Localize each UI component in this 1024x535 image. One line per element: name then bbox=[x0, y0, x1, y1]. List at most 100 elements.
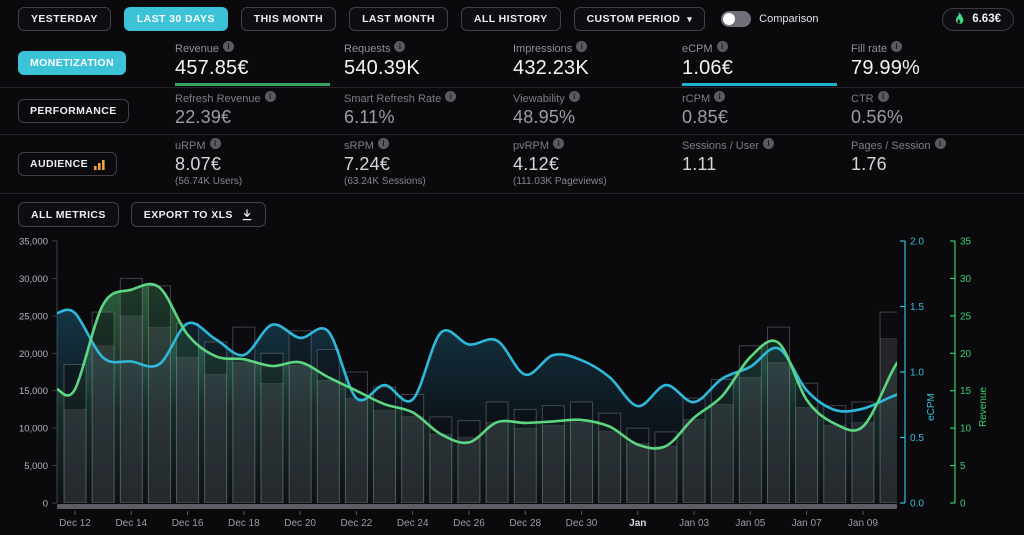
metric-label: Requests bbox=[344, 43, 391, 55]
impressions-bar bbox=[542, 424, 565, 503]
tab-audience[interactable]: AUDIENCE bbox=[18, 152, 118, 176]
info-icon[interactable]: i bbox=[209, 138, 221, 149]
revenue-line bbox=[57, 282, 897, 450]
svg-text:Dec 28: Dec 28 bbox=[509, 518, 541, 529]
impressions-bar bbox=[148, 326, 171, 503]
metric-rcpm[interactable]: rCPM i 0.85€ bbox=[682, 88, 851, 134]
info-icon[interactable]: i bbox=[553, 138, 565, 149]
comparison-toggle-group: Comparison bbox=[721, 11, 818, 27]
period-yesterday[interactable]: YESTERDAY bbox=[18, 7, 111, 31]
requests-bar bbox=[119, 277, 143, 503]
period-this-month[interactable]: THIS MONTH bbox=[240, 7, 337, 31]
info-icon[interactable]: i bbox=[264, 91, 276, 102]
metric-ctr[interactable]: CTR i 0.56% bbox=[851, 88, 1020, 134]
section-button-cell: PERFORMANCE bbox=[18, 99, 175, 123]
performance-row: PERFORMANCE Refresh Revenue i 22.39€ Smar… bbox=[0, 88, 1024, 135]
metric-pvrpm[interactable]: pvRPM i 4.12€ (111.03K Pageviews) bbox=[513, 135, 682, 193]
requests-bar bbox=[288, 330, 312, 503]
metric-ecpm[interactable]: eCPM i 1.06€ bbox=[682, 38, 851, 87]
export-xls-button[interactable]: EXPORT TO XLS bbox=[130, 202, 266, 227]
requests-bar bbox=[232, 326, 256, 503]
chart-area[interactable]: 0 5,000 10,000 15,000 20,000 25,000 30,000 35,0… bbox=[0, 235, 1024, 535]
info-icon[interactable]: i bbox=[716, 41, 728, 52]
metric-subtext: (56.74K Users) bbox=[175, 176, 243, 187]
custom-period-dropdown[interactable]: CUSTOM PERIOD ▾ bbox=[573, 7, 706, 31]
svg-text:Dec 16: Dec 16 bbox=[172, 518, 204, 529]
info-icon[interactable]: i bbox=[714, 91, 726, 102]
balance-pill[interactable]: 6.63€ bbox=[942, 7, 1014, 31]
svg-text:30: 30 bbox=[960, 274, 972, 285]
info-icon[interactable]: i bbox=[891, 41, 903, 52]
info-icon[interactable]: i bbox=[377, 138, 389, 149]
all-metrics-button[interactable]: ALL METRICS bbox=[18, 202, 119, 227]
metric-value: 0.85€ bbox=[682, 107, 729, 127]
download-icon bbox=[242, 208, 252, 220]
impressions-bar bbox=[345, 397, 368, 503]
svg-text:10: 10 bbox=[960, 424, 972, 435]
audience-label: AUDIENCE bbox=[30, 158, 89, 170]
comparison-label: Comparison bbox=[759, 13, 819, 25]
tab-performance[interactable]: PERFORMANCE bbox=[18, 99, 129, 123]
svg-text:30,000: 30,000 bbox=[19, 274, 48, 285]
metric-label: eCPM bbox=[682, 43, 713, 55]
impressions-bar bbox=[63, 409, 87, 503]
combo-chart[interactable]: 0 5,000 10,000 15,000 20,000 25,000 30,000 35,0… bbox=[0, 235, 1024, 530]
impressions-bar bbox=[570, 421, 593, 503]
info-icon[interactable]: i bbox=[445, 91, 457, 102]
metric-value: 1.11 bbox=[682, 154, 717, 174]
svg-text:35: 35 bbox=[960, 237, 972, 248]
period-last-month[interactable]: LAST MONTH bbox=[349, 7, 448, 31]
info-icon[interactable]: i bbox=[877, 91, 889, 102]
impressions-bar bbox=[232, 362, 256, 503]
svg-text:Dec 24: Dec 24 bbox=[397, 518, 429, 529]
metric-srpm[interactable]: sRPM i 7.24€ (63.24K Sessions) bbox=[344, 135, 513, 193]
svg-text:Jan 07: Jan 07 bbox=[792, 518, 822, 529]
info-icon[interactable]: i bbox=[576, 41, 588, 52]
info-icon[interactable]: i bbox=[223, 41, 235, 52]
impressions-bar bbox=[91, 345, 115, 503]
metric-sessions-per-user[interactable]: Sessions / User i 1.11 bbox=[682, 135, 851, 193]
custom-period-label: CUSTOM PERIOD bbox=[586, 13, 681, 25]
info-icon[interactable]: i bbox=[394, 41, 406, 52]
requests-bar bbox=[344, 371, 368, 503]
impressions-bar bbox=[429, 433, 453, 503]
metric-revenue[interactable]: Revenue i 457.85€ bbox=[175, 38, 344, 87]
metric-refresh-revenue[interactable]: Refresh Revenue i 22.39€ bbox=[175, 88, 344, 134]
requests-bar bbox=[738, 345, 762, 503]
metric-label: CTR bbox=[851, 93, 874, 105]
revenue-area bbox=[57, 284, 897, 503]
chart-scrollbar[interactable] bbox=[57, 504, 897, 509]
svg-text:20,000: 20,000 bbox=[19, 349, 48, 360]
impressions-bar bbox=[598, 430, 621, 503]
period-last-30-days[interactable]: LAST 30 DAYS bbox=[123, 7, 228, 31]
metric-pages-per-session[interactable]: Pages / Session i 1.76 bbox=[851, 135, 1020, 193]
info-icon[interactable]: i bbox=[763, 138, 775, 149]
impressions-bar bbox=[288, 365, 312, 503]
requests-bar bbox=[485, 401, 509, 503]
toggle-knob bbox=[723, 13, 736, 25]
topbar: YESTERDAY LAST 30 DAYS THIS MONTH LAST M… bbox=[0, 0, 1024, 38]
info-icon[interactable]: i bbox=[934, 138, 946, 149]
metric-fill-rate[interactable]: Fill rate i 79.99% bbox=[851, 38, 1020, 87]
svg-text:Revenue: Revenue bbox=[978, 387, 989, 427]
comparison-toggle[interactable] bbox=[721, 11, 752, 27]
metric-smart-refresh-rate[interactable]: Smart Refresh Rate i 6.11% bbox=[344, 88, 513, 134]
metric-label: Pages / Session bbox=[851, 140, 931, 152]
metric-value: 22.39€ bbox=[175, 107, 232, 127]
svg-text:eCPM: eCPM bbox=[926, 393, 937, 421]
ecpm-line bbox=[57, 308, 897, 413]
svg-text:Jan 09: Jan 09 bbox=[848, 518, 878, 529]
metric-value: 48.95% bbox=[513, 107, 576, 127]
requests-bar bbox=[598, 412, 622, 503]
period-all-history[interactable]: ALL HISTORY bbox=[460, 7, 561, 31]
metric-subtext: (63.24K Sessions) bbox=[344, 176, 426, 187]
metric-urpm[interactable]: uRPM i 8.07€ (56.74K Users) bbox=[175, 135, 344, 193]
tab-monetization[interactable]: MONETIZATION bbox=[18, 50, 126, 75]
metric-requests[interactable]: Requests i 540.39K bbox=[344, 38, 513, 87]
requests-bar bbox=[654, 431, 678, 503]
info-icon[interactable]: i bbox=[568, 91, 580, 102]
metric-viewability[interactable]: Viewability i 48.95% bbox=[513, 88, 682, 134]
metric-impressions[interactable]: Impressions i 432.23K bbox=[513, 38, 682, 87]
metric-label: Revenue bbox=[175, 43, 220, 55]
left-axis: 0 5,000 10,000 15,000 20,000 25,000 30,000 35,0… bbox=[19, 237, 58, 510]
